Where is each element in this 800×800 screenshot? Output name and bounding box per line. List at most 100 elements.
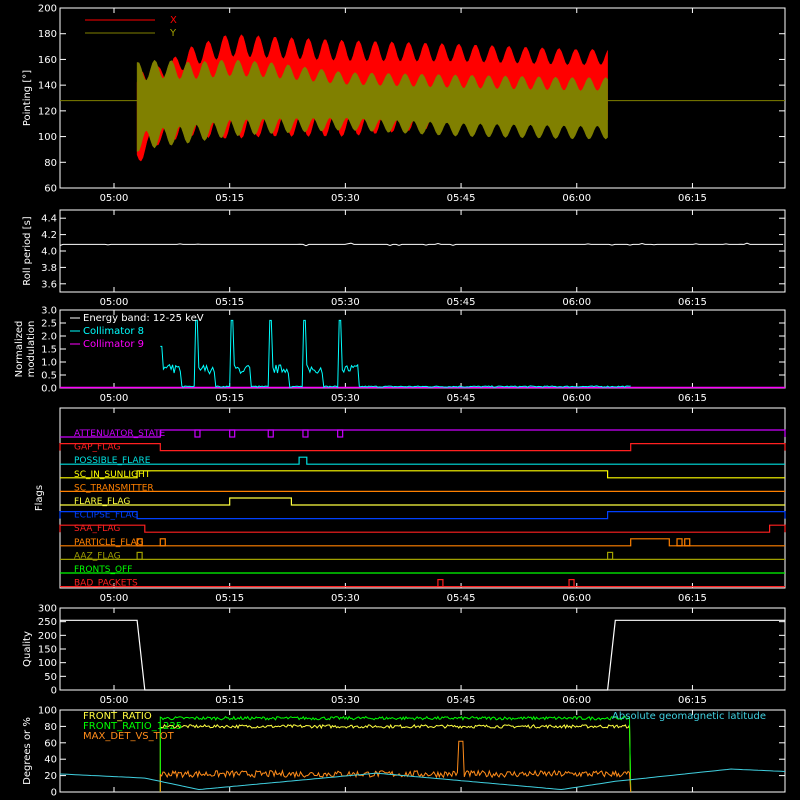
y-tick-label: 3.8: [41, 263, 57, 274]
legend-collimator-8: Collimator 8: [83, 326, 144, 337]
roll-xticks: 05:00 05:15 05:30 05:45 06:00 06:15: [100, 210, 707, 308]
y-tick-label: 250: [38, 617, 57, 628]
flag-pulse: [437, 578, 444, 588]
flag-pulse: [684, 538, 691, 547]
x-tick-label: 05:30: [331, 297, 360, 308]
ratio-series-line: [159, 723, 632, 793]
quality-yticks: 0 50 100 150 200 250 300: [38, 604, 785, 697]
flag-trace: [60, 429, 786, 438]
y-tick-label: 180: [38, 29, 57, 40]
x-tick-label: 05:00: [100, 193, 129, 204]
y-tick-label: 120: [38, 106, 57, 117]
roll-yticks: 3.6 3.8 4.0 4.2 4.4: [41, 214, 785, 290]
flag-label: BAD_PACKETS: [74, 579, 138, 589]
y-tick-label: 0.5: [41, 371, 57, 382]
x-tick-label: 05:15: [215, 695, 244, 706]
x-tick-label: 05:00: [100, 593, 129, 604]
x-tick-label: 06:15: [678, 695, 707, 706]
x-tick-label: 05:45: [447, 393, 476, 404]
flag-label: FLARE_FLAG: [74, 497, 130, 507]
y-tick-label: 0: [51, 686, 57, 697]
pointing-ylabel: Pointing [°]: [22, 70, 33, 126]
y-tick-label: 100: [38, 658, 57, 669]
modulation-panel: Normalized modulation 0.0 0.5 1.0 1.5 2.0 2.5…: [14, 306, 786, 404]
quality-xticks: 05:00 05:15 05:30 05:45 06:00 06:15: [100, 608, 707, 706]
flag-pulse: [676, 538, 683, 547]
x-tick-label: 06:00: [562, 695, 591, 706]
x-tick-label: 05:30: [331, 393, 360, 404]
x-tick-label: 06:00: [562, 393, 591, 404]
x-tick-label: 05:15: [215, 297, 244, 308]
y-tick-label: 4.0: [41, 247, 57, 258]
x-tick-label: 05:30: [331, 193, 360, 204]
collimator-8-line: [160, 319, 631, 389]
ratio-series-line: [159, 715, 632, 793]
pointing-data: [60, 34, 785, 162]
ratio-ylabel: Degrees or %: [22, 717, 33, 785]
quality-ylabel: Quality: [22, 631, 33, 667]
flags-panel-frame: [59, 407, 786, 589]
x-tick-label: 05:45: [447, 695, 476, 706]
flag-trace: [60, 470, 785, 479]
legend-front-ratio-1225: FRONT_RATIO_1225: [83, 721, 182, 732]
roll-period-line: [59, 242, 783, 247]
modulation-data: [60, 319, 785, 389]
y-tick-label: 80: [44, 158, 57, 169]
x-tick-label: 06:00: [562, 297, 591, 308]
y-tick-label: 3.0: [41, 306, 57, 317]
y-tick-label: 140: [38, 81, 57, 92]
y-tick-label: 200: [38, 4, 57, 15]
x-tick-label: 06:15: [678, 393, 707, 404]
y-tick-label: 2.5: [41, 319, 57, 330]
flag-trace: [59, 511, 786, 520]
geomag-annotation: Absolute geomagnetic latitude: [612, 711, 766, 722]
x-tick-label: 06:15: [678, 593, 707, 604]
y-tick-label: 40: [44, 755, 57, 766]
y-tick-label: 1.0: [41, 358, 57, 369]
quality-line: [60, 619, 785, 691]
flag-label: PARTICLE_FLAG: [74, 538, 144, 548]
y-tick-label: 0: [51, 788, 57, 799]
flag-trace: [59, 443, 786, 452]
modulation-yticks: 0.0 0.5 1.0 1.5 2.0 2.5 3.0: [41, 306, 785, 395]
flags-data: ATTENUATOR_STATE GAP_FLAG POSSIBLE_FLARE SC…: [59, 429, 786, 589]
flag-pulse: [568, 578, 575, 588]
flag-pulse: [302, 429, 309, 438]
flag-pulse: [194, 429, 201, 438]
y-tick-label: 20: [44, 771, 57, 782]
flag-label: GAP_FLAG: [74, 443, 120, 453]
y-tick-label: 2.0: [41, 332, 57, 343]
x-tick-label: 06:15: [678, 193, 707, 204]
modulation-ylabel-line1: Normalized: [14, 321, 25, 378]
y-tick-label: 4.4: [41, 214, 57, 225]
flag-pulse: [136, 551, 143, 561]
pointing-xticks: 05:00 05:15 05:30 05:45 06:00 06:15: [100, 8, 707, 204]
y-tick-label: 4.2: [41, 230, 57, 241]
y-tick-label: 0.0: [41, 384, 57, 395]
x-tick-label: 05:00: [100, 695, 129, 706]
roll-ylabel: Roll period [s]: [22, 216, 33, 285]
flag-label: FRONTS_OFF: [74, 565, 132, 575]
quality-data: [60, 619, 785, 691]
flag-label: ECLIPSE_FLAG: [74, 511, 138, 521]
y-tick-label: 50: [44, 672, 57, 683]
x-tick-label: 05:15: [215, 193, 244, 204]
y-tick-label: 1.5: [41, 345, 57, 356]
y-tick-label: 60: [44, 738, 57, 749]
legend-front-ratio: FRONT_RATIO: [83, 711, 152, 722]
x-tick-label: 05:45: [447, 297, 476, 308]
ratio-panel: Degrees or % 0 20 40 60 80 100 FRONT_RATIO FR…: [22, 706, 786, 799]
x-tick-label: 05:00: [100, 393, 129, 404]
y-tick-label: 150: [38, 645, 57, 656]
x-tick-label: 05:00: [100, 297, 129, 308]
ratio-yticks: 0 20 40 60 80 100: [38, 706, 785, 799]
flag-label: SAA_FLAG: [74, 524, 120, 534]
y-tick-label: 100: [38, 706, 57, 717]
x-tick-label: 05:45: [447, 193, 476, 204]
flag-pulse: [136, 538, 143, 547]
x-tick-label: 05:30: [331, 593, 360, 604]
legend-collimator-9: Collimator 9: [83, 339, 144, 350]
